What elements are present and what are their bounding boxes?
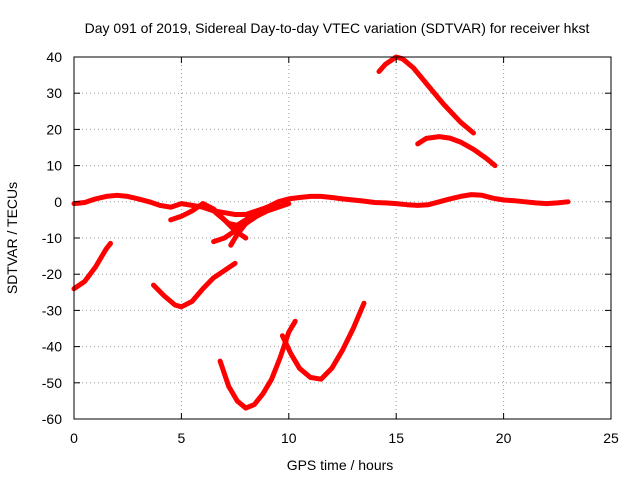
y-axis-label: SDTVAR / TECUs <box>4 182 20 294</box>
y-tick-label: -30 <box>42 302 62 318</box>
axis-ticks: 0 5 10 15 20 25 -60 -50 -40 -30 -20 -10 0 10 20 30 40 <box>42 49 619 446</box>
y-tick-label: -60 <box>42 411 62 427</box>
y-tick-label: 10 <box>46 158 62 174</box>
y-tick-label: 0 <box>54 194 62 210</box>
chart-title: Day 091 of 2019, Sidereal Day-to-day VTE… <box>85 20 590 36</box>
y-tick-label: 30 <box>46 85 62 101</box>
series-arc-1 <box>71 240 113 292</box>
y-tick-label: 20 <box>46 121 62 137</box>
y-tick-label: -40 <box>42 339 62 355</box>
x-tick-label: 15 <box>388 430 404 446</box>
series-layer <box>71 54 571 411</box>
series-arc-6 <box>415 134 498 169</box>
x-axis-label: GPS time / hours <box>287 457 394 473</box>
x-tick-label: 5 <box>178 430 186 446</box>
series-near-zero <box>71 192 571 217</box>
series-dip-4 <box>228 202 281 248</box>
x-tick-label: 10 <box>281 430 297 446</box>
y-tick-label: -20 <box>42 266 62 282</box>
x-tick-label: 0 <box>70 430 78 446</box>
x-tick-label: 20 <box>496 430 512 446</box>
series-arc-4 <box>279 300 367 382</box>
series-arc-2 <box>151 260 238 310</box>
grid <box>74 57 611 419</box>
y-tick-label: -50 <box>42 375 62 391</box>
y-tick-label: 40 <box>46 49 62 65</box>
x-tick-label: 25 <box>603 430 619 446</box>
y-tick-label: -10 <box>42 230 62 246</box>
series-arc-5 <box>376 54 476 136</box>
